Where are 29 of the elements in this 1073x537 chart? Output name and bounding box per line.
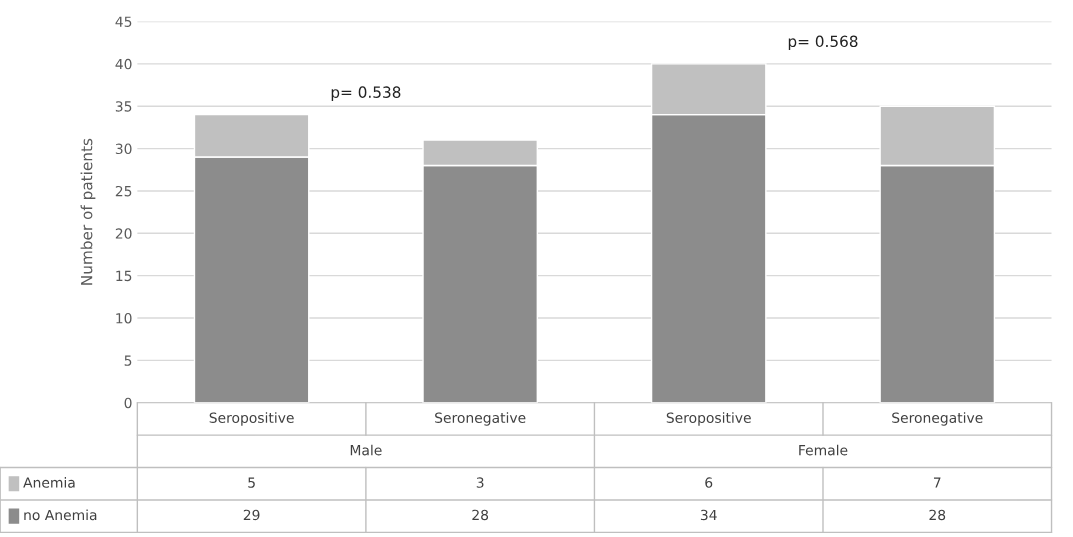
data-label: 34 bbox=[700, 509, 717, 521]
data-label: 29 bbox=[243, 509, 260, 521]
data-label: 5 bbox=[248, 477, 255, 488]
legend-label: no Anemia bbox=[24, 509, 97, 521]
data-label: 28 bbox=[929, 509, 946, 521]
y-tick-label: 20 bbox=[115, 228, 132, 239]
y-tick-label: 30 bbox=[115, 143, 132, 155]
y-tick-label: 25 bbox=[115, 185, 132, 197]
annotation: p= 0.568 bbox=[788, 35, 858, 51]
x-tick-label: Seronegative bbox=[435, 412, 526, 426]
data-label: 28 bbox=[472, 509, 489, 521]
y-axis-title: Number of patients bbox=[80, 138, 96, 285]
data-label: 7 bbox=[933, 477, 941, 488]
text: Male bbox=[350, 444, 382, 456]
legend-label: Anemia bbox=[23, 477, 75, 488]
text: Female bbox=[799, 444, 848, 456]
y-tick-label: 5 bbox=[124, 355, 132, 366]
x-tick-label: Seronegative bbox=[892, 412, 983, 426]
y-tick-label: 0 bbox=[124, 397, 132, 409]
y-tick-label: 45 bbox=[115, 16, 132, 27]
y-tick-label: 40 bbox=[115, 58, 132, 70]
y-tick-label: 35 bbox=[115, 101, 132, 112]
annotation: p= 0.538 bbox=[331, 86, 401, 101]
x-tick-label: Seropositive bbox=[666, 412, 751, 426]
x-tick-label: Seropositive bbox=[209, 412, 294, 426]
y-tick-label: 15 bbox=[116, 270, 132, 282]
data-label: 6 bbox=[705, 477, 713, 488]
data-label: 3 bbox=[476, 477, 484, 488]
y-tick-label: 10 bbox=[116, 312, 132, 324]
